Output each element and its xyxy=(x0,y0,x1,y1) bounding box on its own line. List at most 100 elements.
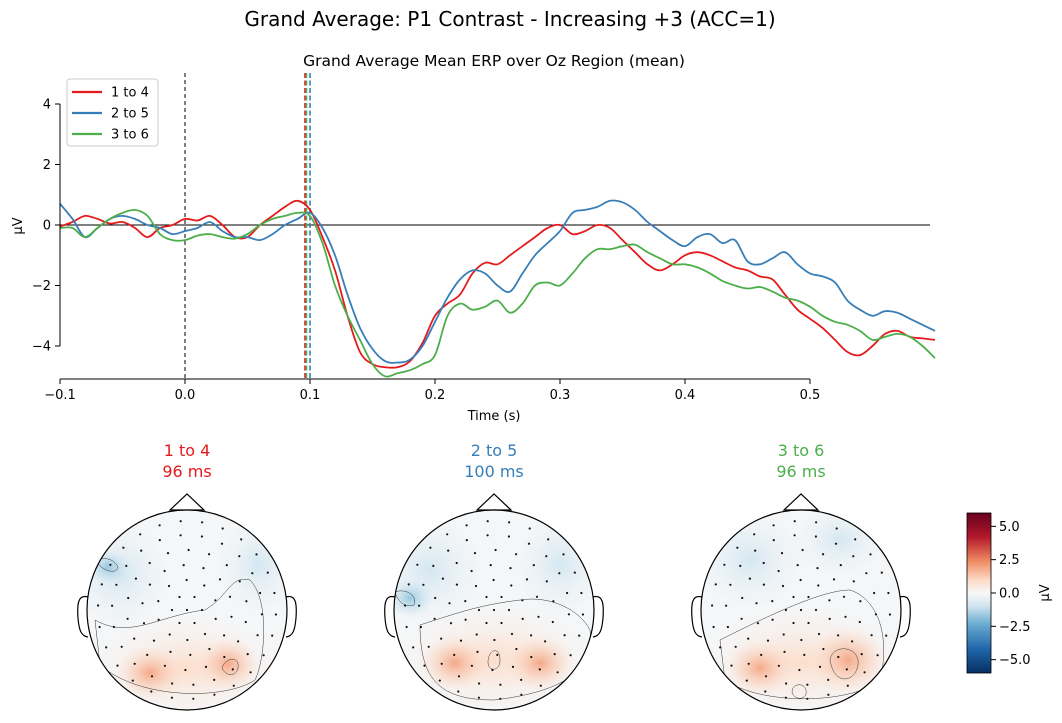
electrode xyxy=(157,618,160,621)
electrode xyxy=(187,548,190,552)
electrode xyxy=(448,602,451,605)
electrode xyxy=(260,613,263,616)
electrode xyxy=(477,608,481,612)
electrode xyxy=(141,602,144,605)
colorbar-tick-label: 2.5 xyxy=(999,553,1020,568)
electrode xyxy=(799,608,803,612)
electrode xyxy=(801,548,804,552)
electrode xyxy=(274,613,277,616)
electrode xyxy=(723,563,726,566)
electrode xyxy=(876,654,879,657)
scalp-field xyxy=(701,510,901,710)
electrode xyxy=(816,567,819,570)
electrode xyxy=(832,578,836,581)
electrode xyxy=(115,583,118,586)
electrode xyxy=(416,563,419,566)
electrode xyxy=(747,637,750,640)
electrode xyxy=(203,584,206,587)
electrode xyxy=(126,617,129,620)
electrode xyxy=(470,569,473,573)
electrode xyxy=(734,645,737,648)
electrode xyxy=(204,665,208,669)
electrode xyxy=(169,650,172,654)
electrode xyxy=(880,571,883,574)
electrode xyxy=(214,617,217,621)
y-tick-label: −4 xyxy=(32,340,51,355)
electrode xyxy=(712,625,715,629)
electrode xyxy=(249,671,252,674)
electrode xyxy=(473,552,477,555)
electrode xyxy=(556,671,559,674)
electrode xyxy=(493,638,496,642)
topomap-panel-1: 1 to 4 96 ms xyxy=(77,441,297,711)
electrode xyxy=(112,625,115,629)
colorbar-tick-label: 5.0 xyxy=(999,520,1020,535)
electrode xyxy=(459,639,463,642)
electrode xyxy=(499,683,502,686)
electrode xyxy=(131,679,134,682)
electrode xyxy=(822,647,825,651)
electrode xyxy=(111,604,114,607)
x-tick-label: 0.3 xyxy=(550,388,571,403)
electrode xyxy=(192,683,195,686)
electrode xyxy=(109,563,112,566)
electrode xyxy=(447,549,450,552)
topomap-time: 96 ms xyxy=(776,462,825,481)
electrode xyxy=(189,653,192,657)
electrode xyxy=(803,653,806,657)
electrode xyxy=(538,668,541,671)
electrode xyxy=(440,637,443,640)
electrode xyxy=(485,621,488,625)
electrode xyxy=(515,647,518,651)
electrode xyxy=(446,533,449,536)
electrode xyxy=(127,596,130,600)
electrode xyxy=(167,584,171,588)
electrode xyxy=(748,577,752,580)
electrode xyxy=(240,538,243,541)
electrode xyxy=(457,690,460,693)
electrode xyxy=(122,546,125,549)
electrode xyxy=(179,534,182,537)
electrode xyxy=(158,539,161,542)
electrode xyxy=(494,548,497,552)
electrode xyxy=(799,578,802,582)
electrode xyxy=(807,621,810,625)
electrode xyxy=(567,613,571,616)
electrode xyxy=(140,549,143,552)
electrode xyxy=(429,546,432,549)
electrode xyxy=(474,584,478,588)
electrode xyxy=(521,599,524,602)
colorbar-tick-label: 0.0 xyxy=(999,587,1020,602)
x-tick-label: 0.2 xyxy=(425,388,446,403)
electrode xyxy=(214,599,217,602)
chart-title: Grand Average Mean ERP over Oz Region (m… xyxy=(303,52,685,70)
electrode xyxy=(860,653,863,656)
electrode xyxy=(777,664,781,667)
electrode xyxy=(185,608,189,612)
topomap-title: 3 to 6 xyxy=(778,441,825,460)
x-ticks: −0.1 0.0 0.1 0.2 0.3 0.4 0.5 xyxy=(44,379,820,403)
y-ticks: −4 −2 0 2 4 xyxy=(32,98,60,355)
electrode xyxy=(100,583,103,586)
electrode xyxy=(815,521,818,524)
electrode-markers xyxy=(97,520,277,700)
erp-line-chart: Grand Average Mean ERP over Oz Region (m… xyxy=(11,52,936,424)
series-line-1 xyxy=(59,199,936,369)
electrode xyxy=(489,564,492,567)
electrode xyxy=(407,583,410,586)
legend-label: 3 to 6 xyxy=(111,128,149,143)
electrode xyxy=(580,591,583,595)
electrode xyxy=(837,655,840,659)
electrode xyxy=(166,552,170,555)
electrode-markers xyxy=(404,520,585,700)
electrode xyxy=(171,682,174,685)
electrode xyxy=(238,580,241,583)
electrode xyxy=(784,696,788,699)
electrode xyxy=(842,595,846,598)
electrode xyxy=(854,538,857,541)
y-axis-label: µV xyxy=(11,217,26,234)
electrode xyxy=(545,555,548,558)
electrode xyxy=(719,646,722,649)
electrode xyxy=(465,539,468,542)
electrode xyxy=(178,621,181,625)
